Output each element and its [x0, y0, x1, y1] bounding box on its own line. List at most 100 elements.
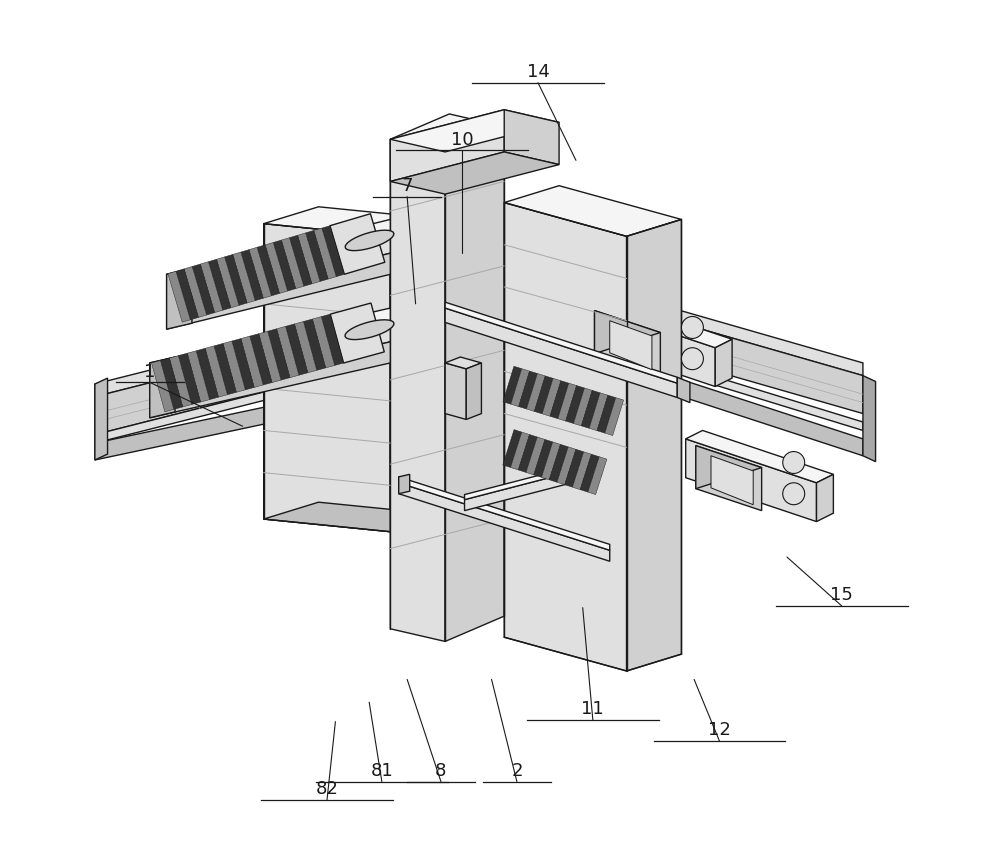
Polygon shape	[273, 240, 296, 291]
Polygon shape	[95, 291, 513, 435]
Polygon shape	[504, 203, 627, 671]
Text: 10: 10	[451, 131, 473, 149]
Polygon shape	[581, 391, 600, 428]
Polygon shape	[312, 316, 335, 368]
Polygon shape	[241, 250, 263, 300]
Polygon shape	[265, 242, 288, 294]
Polygon shape	[503, 430, 522, 468]
Polygon shape	[214, 344, 236, 395]
Polygon shape	[715, 339, 732, 387]
Polygon shape	[169, 355, 192, 407]
Text: 82: 82	[316, 781, 338, 798]
Text: 81: 81	[370, 762, 393, 780]
Polygon shape	[597, 395, 616, 433]
Polygon shape	[677, 377, 690, 403]
Polygon shape	[249, 247, 271, 298]
Polygon shape	[399, 474, 410, 494]
Polygon shape	[863, 376, 876, 462]
Polygon shape	[518, 435, 537, 473]
Polygon shape	[572, 452, 591, 490]
Polygon shape	[390, 152, 559, 194]
Text: 12: 12	[708, 722, 731, 739]
Polygon shape	[330, 214, 385, 274]
Polygon shape	[399, 483, 610, 561]
Polygon shape	[534, 376, 553, 414]
Polygon shape	[150, 342, 390, 418]
Polygon shape	[223, 341, 245, 392]
Polygon shape	[167, 253, 390, 329]
Text: 14: 14	[527, 63, 549, 81]
Polygon shape	[466, 363, 481, 419]
Polygon shape	[504, 110, 559, 165]
Polygon shape	[437, 253, 863, 414]
Polygon shape	[330, 303, 384, 363]
Polygon shape	[511, 432, 530, 470]
Polygon shape	[277, 327, 299, 377]
Polygon shape	[160, 358, 183, 409]
Polygon shape	[167, 219, 390, 287]
Polygon shape	[259, 331, 281, 382]
Polygon shape	[595, 311, 660, 376]
Polygon shape	[557, 446, 576, 484]
Polygon shape	[558, 383, 577, 421]
Polygon shape	[192, 264, 215, 315]
Polygon shape	[550, 381, 569, 419]
Polygon shape	[437, 241, 863, 376]
Polygon shape	[241, 336, 263, 387]
Polygon shape	[345, 230, 394, 251]
Circle shape	[681, 348, 703, 370]
Polygon shape	[584, 304, 715, 387]
Polygon shape	[686, 439, 816, 522]
Polygon shape	[565, 449, 584, 487]
Polygon shape	[95, 329, 513, 443]
Circle shape	[681, 316, 703, 338]
Polygon shape	[541, 442, 560, 479]
Polygon shape	[595, 311, 660, 354]
Polygon shape	[390, 219, 445, 532]
Polygon shape	[294, 322, 317, 373]
Polygon shape	[588, 457, 607, 495]
Polygon shape	[445, 357, 481, 369]
Polygon shape	[150, 357, 175, 418]
Polygon shape	[95, 354, 513, 460]
Polygon shape	[566, 386, 584, 424]
Polygon shape	[168, 271, 190, 322]
Polygon shape	[303, 319, 326, 371]
Polygon shape	[584, 295, 732, 348]
Polygon shape	[321, 314, 344, 365]
Circle shape	[783, 483, 805, 505]
Polygon shape	[264, 207, 445, 236]
Polygon shape	[580, 454, 599, 492]
Polygon shape	[167, 232, 390, 308]
Circle shape	[783, 452, 805, 473]
Polygon shape	[298, 233, 320, 284]
Text: 1: 1	[144, 363, 155, 381]
Polygon shape	[257, 245, 279, 296]
Polygon shape	[390, 110, 559, 152]
Polygon shape	[526, 437, 545, 475]
Polygon shape	[549, 445, 568, 482]
Polygon shape	[504, 186, 681, 236]
Polygon shape	[437, 291, 863, 430]
Polygon shape	[696, 446, 762, 511]
Polygon shape	[605, 398, 624, 436]
Polygon shape	[610, 321, 652, 370]
Polygon shape	[445, 363, 466, 419]
Polygon shape	[217, 257, 239, 308]
Polygon shape	[816, 474, 833, 522]
Text: 7: 7	[401, 177, 413, 195]
Polygon shape	[465, 459, 601, 500]
Polygon shape	[503, 366, 522, 404]
Polygon shape	[711, 456, 753, 505]
Polygon shape	[511, 369, 530, 407]
Polygon shape	[542, 378, 561, 416]
Polygon shape	[178, 353, 201, 404]
Polygon shape	[627, 219, 681, 671]
Polygon shape	[574, 388, 592, 426]
Polygon shape	[465, 464, 601, 511]
Polygon shape	[95, 279, 513, 397]
Polygon shape	[445, 127, 504, 641]
Polygon shape	[250, 333, 272, 385]
Polygon shape	[286, 324, 308, 376]
Polygon shape	[589, 392, 608, 430]
